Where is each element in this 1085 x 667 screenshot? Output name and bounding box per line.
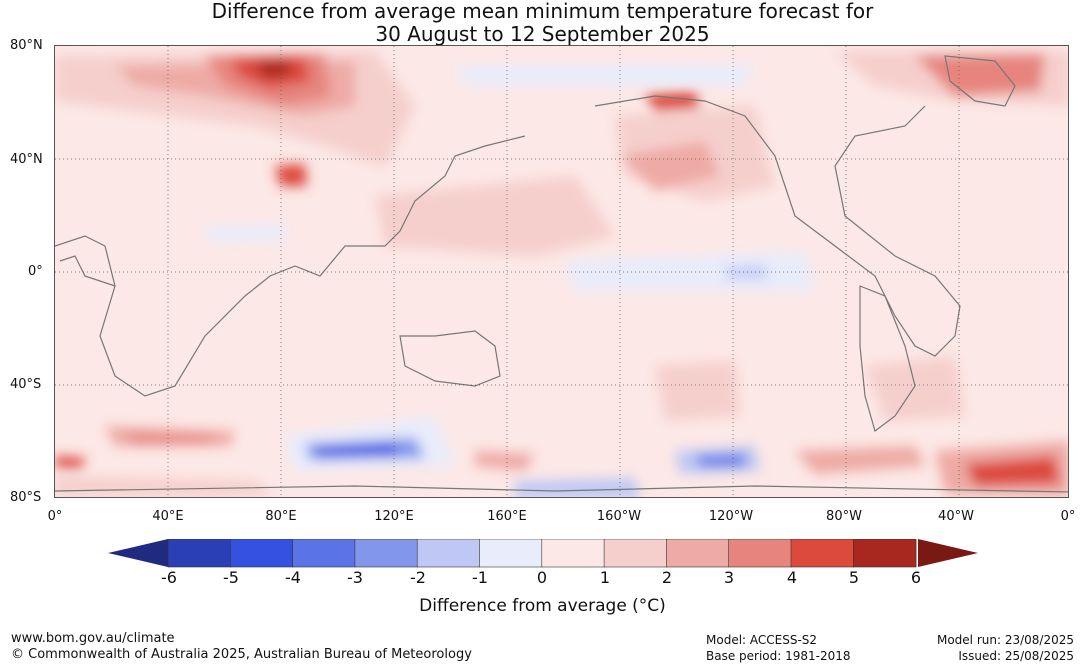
lon-label-0-right: 0° <box>1060 509 1076 524</box>
colorbar-tick-label: -4 <box>285 568 301 587</box>
model-run-date: Model run: 23/08/2025 <box>936 633 1074 647</box>
colorbar-segments <box>167 539 917 568</box>
warm-anomaly-areas <box>55 51 1068 496</box>
colorbar-tick-label: 1 <box>599 568 611 587</box>
map-title: Difference from average mean minimum tem… <box>0 0 1085 46</box>
colorbar-tick-label: -6 <box>161 568 177 587</box>
map-canvas <box>55 46 1068 497</box>
lon-label-0-left: 0° <box>47 509 63 524</box>
colorbar-segment <box>728 539 792 568</box>
colorbar-segment <box>666 539 730 568</box>
temperature-map <box>54 45 1069 498</box>
colorbar-tick-label: 2 <box>661 568 673 587</box>
lon-label-160e: 160°E <box>487 509 527 524</box>
lon-label-120e: 120°E <box>374 509 414 524</box>
coastlines <box>55 55 1068 493</box>
colorbar-segment <box>479 539 543 568</box>
lon-label-80w: 80°W <box>826 509 862 524</box>
base-period: Base period: 1981-2018 <box>706 649 851 663</box>
colorbar-segment <box>541 539 605 568</box>
colorbar-tick-label: 4 <box>786 568 798 587</box>
lat-label-0: 0° <box>28 264 43 279</box>
colorbar <box>108 539 978 568</box>
colorbar-segment <box>230 539 294 568</box>
colorbar-tick-label: 6 <box>910 568 922 587</box>
lon-label-80e: 80°E <box>265 509 297 524</box>
colorbar-segment <box>852 539 917 568</box>
lon-label-160w: 160°W <box>596 509 642 524</box>
lon-label-120w: 120°W <box>708 509 754 524</box>
model-name: Model: ACCESS-S2 <box>706 633 818 647</box>
lat-label-80s: 80°S <box>10 490 42 505</box>
colorbar-tick-label: -3 <box>347 568 363 587</box>
title-line-1: Difference from average mean minimum tem… <box>211 0 874 23</box>
colorbar-segment <box>416 539 481 568</box>
title-line-2: 30 August to 12 September 2025 <box>375 22 710 46</box>
colorbar-over-arrow <box>918 539 978 567</box>
copyright-notice: © Commonwealth of Australia 2025, Austra… <box>11 647 472 662</box>
lon-label-40w: 40°W <box>938 509 974 524</box>
colorbar-tick-label: -1 <box>472 568 488 587</box>
colorbar-segment <box>603 539 668 568</box>
colorbar-tick-label: -2 <box>410 568 426 587</box>
lat-label-80n: 80°N <box>10 38 43 53</box>
colorbar-tick-label: 5 <box>848 568 860 587</box>
issued-date: Issued: 25/08/2025 <box>958 649 1074 663</box>
colorbar-segment <box>167 539 232 568</box>
colorbar-tick-label: -5 <box>223 568 239 587</box>
lon-label-40e: 40°E <box>152 509 184 524</box>
colorbar-tick-label: 3 <box>723 568 735 587</box>
cool-anomaly-areas <box>205 64 815 497</box>
colorbar-segment <box>292 539 356 568</box>
colorbar-segment <box>354 539 418 568</box>
lat-label-40s: 40°S <box>10 377 42 392</box>
colorbar-tick-label: 0 <box>536 568 548 587</box>
website-link[interactable]: www.bom.gov.au/climate <box>11 631 175 646</box>
colorbar-title: Difference from average (°C) <box>419 596 666 616</box>
colorbar-under-arrow <box>108 539 168 567</box>
lat-label-40n: 40°N <box>10 152 43 167</box>
colorbar-segment <box>790 539 855 568</box>
